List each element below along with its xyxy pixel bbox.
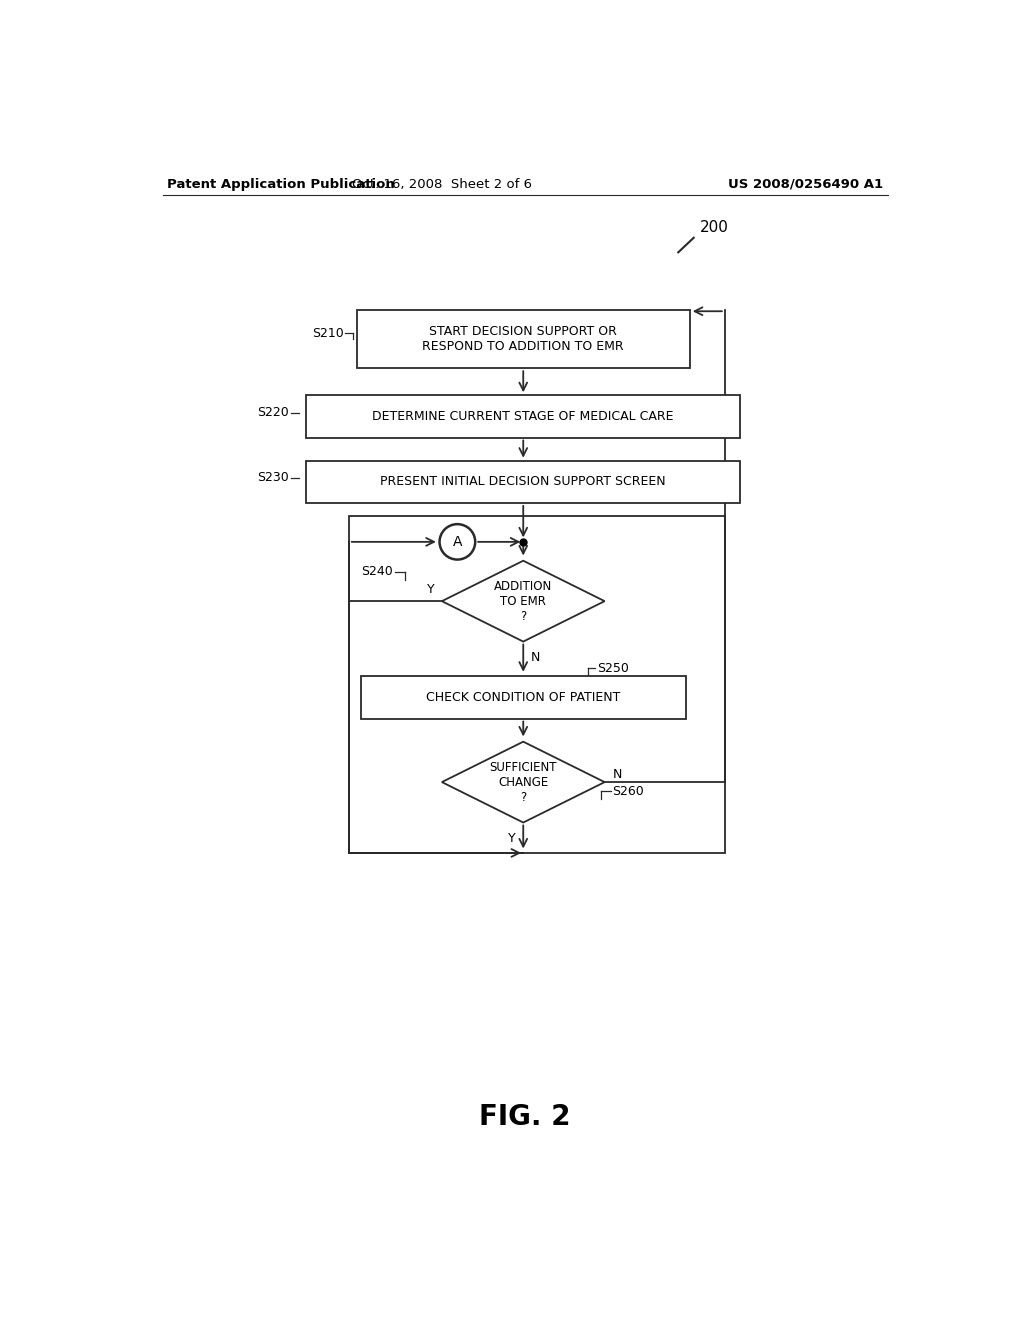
Text: Y: Y	[508, 832, 515, 845]
Text: S210: S210	[311, 326, 343, 339]
FancyBboxPatch shape	[306, 395, 740, 437]
Text: Patent Application Publication: Patent Application Publication	[167, 178, 394, 190]
Polygon shape	[442, 742, 604, 822]
Text: S250: S250	[597, 661, 629, 675]
Text: CHECK CONDITION OF PATIENT: CHECK CONDITION OF PATIENT	[426, 690, 621, 704]
Text: ADDITION
TO EMR
?: ADDITION TO EMR ?	[495, 579, 552, 623]
Text: S220: S220	[257, 407, 289, 418]
Text: S260: S260	[612, 785, 644, 797]
Text: PRESENT INITIAL DECISION SUPPORT SCREEN: PRESENT INITIAL DECISION SUPPORT SCREEN	[381, 475, 666, 488]
Text: A: A	[453, 535, 462, 549]
FancyBboxPatch shape	[360, 676, 686, 718]
Text: 200: 200	[700, 220, 729, 235]
Text: DETERMINE CURRENT STAGE OF MEDICAL CARE: DETERMINE CURRENT STAGE OF MEDICAL CARE	[373, 409, 674, 422]
Text: START DECISION SUPPORT OR
RESPOND TO ADDITION TO EMR: START DECISION SUPPORT OR RESPOND TO ADD…	[423, 325, 624, 354]
Text: FIG. 2: FIG. 2	[479, 1104, 570, 1131]
FancyBboxPatch shape	[306, 461, 740, 503]
Text: S240: S240	[361, 565, 393, 578]
Text: S230: S230	[257, 471, 289, 484]
Text: SUFFICIENT
CHANGE
?: SUFFICIENT CHANGE ?	[489, 760, 557, 804]
FancyBboxPatch shape	[356, 310, 690, 368]
Polygon shape	[442, 561, 604, 642]
Text: Y: Y	[427, 583, 434, 597]
Text: US 2008/0256490 A1: US 2008/0256490 A1	[728, 178, 884, 190]
Text: N: N	[531, 651, 541, 664]
Text: Oct. 16, 2008  Sheet 2 of 6: Oct. 16, 2008 Sheet 2 of 6	[352, 178, 531, 190]
Text: N: N	[612, 768, 622, 781]
